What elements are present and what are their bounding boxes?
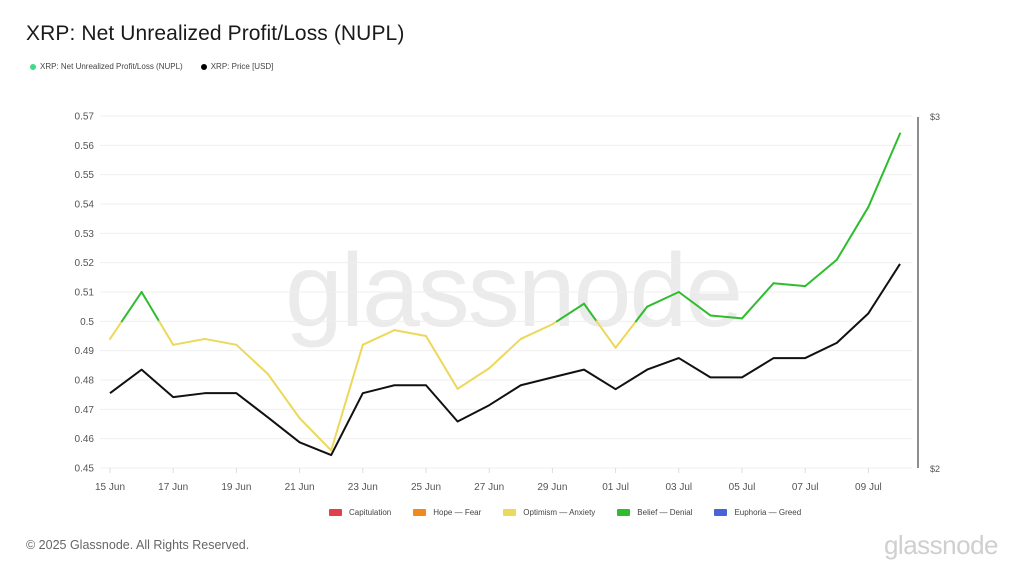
zone-label: Euphoria — Greed	[734, 508, 802, 517]
nupl-segment	[634, 305, 649, 323]
y-tick-label: 0.53	[75, 229, 95, 240]
zone-hope-fear[interactable]: Hope — Fear	[413, 508, 481, 517]
nupl-segment	[614, 320, 637, 349]
nupl-segment	[646, 291, 680, 308]
y-tick-label: 0.5	[80, 317, 94, 328]
y-tick-label: 0.49	[75, 346, 95, 357]
zone-label: Capitulation	[349, 508, 392, 517]
x-tick-label: 23 Jun	[348, 482, 378, 493]
nupl-segment	[172, 337, 206, 346]
nupl-segment	[298, 417, 333, 452]
nupl-segment	[835, 205, 870, 261]
y-right-tick-label: $3	[930, 112, 940, 122]
y-tick-label: 0.57	[75, 112, 95, 123]
nupl-segment	[804, 258, 838, 288]
copyright: © 2025 Glassnode. All Rights Reserved.	[26, 538, 250, 552]
y-right-tick-label: $2	[930, 464, 940, 474]
nupl-segment	[488, 337, 522, 370]
swatch-icon	[503, 509, 517, 516]
x-tick-label: 09 Jul	[855, 482, 882, 493]
x-tick-label: 05 Jul	[729, 482, 756, 493]
zone-label: Optimism — Anxiety	[523, 508, 596, 517]
zone-belief-denial[interactable]: Belief — Denial	[617, 508, 692, 517]
nupl-segment	[393, 329, 427, 337]
nupl-segment	[741, 282, 775, 320]
y-tick-label: 0.54	[75, 200, 95, 211]
price-line	[109, 263, 901, 457]
nupl-segment	[583, 302, 598, 323]
legend-item-nupl[interactable]: XRP: Net Unrealized Profit/Loss (NUPL)	[30, 62, 183, 71]
y-tick-label: 0.52	[75, 258, 95, 269]
nupl-segment	[330, 343, 364, 452]
x-tick-label: 25 Jun	[411, 482, 441, 493]
nupl-segment	[267, 373, 301, 420]
swatch-icon	[413, 509, 427, 516]
chart-title: XRP: Net Unrealized Profit/Loss (NUPL)	[26, 22, 405, 45]
series-legend: XRP: Net Unrealized Profit/Loss (NUPL) X…	[30, 62, 273, 71]
zone-euphoria-greed[interactable]: Euphoria — Greed	[714, 508, 801, 517]
nupl-dot-icon	[30, 63, 36, 70]
nupl-segment	[140, 291, 161, 323]
legend-label: XRP: Price [USD]	[210, 62, 274, 71]
nupl-segment	[555, 302, 585, 323]
swatch-icon	[329, 509, 342, 516]
zone-capitulation[interactable]: Capitulation	[329, 508, 391, 517]
price-dot-icon	[200, 63, 207, 70]
brand-logo: glassnode	[883, 530, 999, 560]
y-tick-label: 0.45	[75, 464, 95, 475]
nupl-segment	[120, 291, 143, 323]
nupl-segment	[867, 132, 901, 208]
nupl-segment	[677, 291, 712, 317]
legend-label: XRP: Net Unrealized Profit/Loss (NUPL)	[40, 62, 183, 71]
nupl-segment	[158, 320, 175, 346]
legend-item-price[interactable]: XRP: Price [USD]	[200, 62, 274, 71]
y-tick-label: 0.55	[75, 170, 95, 181]
nupl-segment	[519, 323, 554, 340]
y-tick-label: 0.47	[75, 405, 95, 416]
y-tick-label: 0.51	[75, 288, 95, 299]
y-tick-label: 0.48	[75, 376, 95, 387]
x-tick-label: 29 Jun	[537, 482, 567, 493]
x-tick-label: 17 Jun	[158, 482, 188, 493]
zone-label: Hope — Fear	[433, 508, 482, 517]
zone-legend: Capitulation Hope — Fear Optimism — Anxi…	[329, 508, 801, 517]
x-tick-label: 19 Jun	[221, 482, 251, 493]
swatch-icon	[714, 509, 728, 516]
swatch-icon	[617, 509, 631, 516]
nupl-segment	[203, 337, 238, 346]
nupl-segment	[595, 320, 617, 349]
x-tick-label: 07 Jul	[792, 482, 819, 493]
y-tick-label: 0.46	[75, 434, 95, 445]
nupl-segment	[109, 320, 123, 340]
nupl-segment	[361, 329, 396, 346]
x-tick-label: 21 Jun	[285, 482, 315, 493]
zone-label: Belief — Denial	[637, 508, 693, 517]
zone-optimism-anxiety[interactable]: Optimism — Anxiety	[503, 508, 595, 517]
nupl-segment	[709, 314, 743, 320]
x-tick-label: 01 Jul	[602, 482, 629, 493]
x-tick-label: 27 Jun	[474, 482, 504, 493]
x-tick-label: 03 Jul	[665, 482, 692, 493]
y-tick-label: 0.56	[75, 141, 95, 152]
nupl-segment	[456, 367, 491, 390]
nupl-segment	[235, 343, 269, 376]
x-tick-label: 15 Jun	[95, 482, 125, 493]
nupl-segment	[772, 282, 807, 288]
nupl-segment	[425, 335, 459, 390]
